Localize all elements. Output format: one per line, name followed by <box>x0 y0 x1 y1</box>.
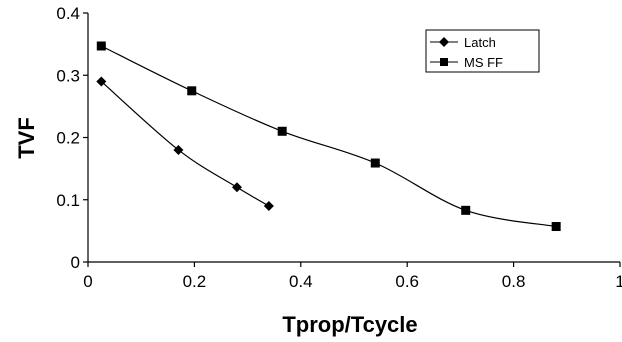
data-point-ms-ff <box>370 158 380 168</box>
y-tick-label: 0.2 <box>56 129 80 148</box>
series-layer <box>96 41 561 232</box>
y-tick-label: 0 <box>71 253 80 272</box>
data-point-ms-ff <box>277 126 287 136</box>
x-tick-label: 0.8 <box>502 272 526 291</box>
data-point-ms-ff <box>461 205 471 215</box>
data-point-latch <box>231 182 242 193</box>
x-tick-label: 0 <box>83 272 92 291</box>
x-tick-label: 0.6 <box>395 272 419 291</box>
y-tick-label: 0.3 <box>56 66 80 85</box>
series-latch <box>96 76 274 211</box>
y-tick-labels: 0 0.1 0.2 0.3 0.4 <box>56 4 80 272</box>
data-point-ms-ff <box>551 222 561 232</box>
series-ms-ff <box>96 41 561 232</box>
data-point-latch <box>263 200 274 211</box>
legend-label-ms-ff: MS FF <box>464 55 503 70</box>
legend-label-latch: Latch <box>464 35 496 50</box>
legend-marker-latch <box>439 37 449 47</box>
legend: Latch MS FF <box>425 29 540 73</box>
x-tick-label: 0.4 <box>289 272 313 291</box>
data-point-ms-ff <box>187 86 197 96</box>
y-axis-title: TVF <box>14 117 39 159</box>
legend-item-latch: Latch <box>430 35 496 50</box>
series-line-latch <box>100 81 270 207</box>
data-point-ms-ff <box>96 41 106 51</box>
series-line-ms-ff <box>101 45 557 228</box>
x-tick-label: 0.2 <box>183 272 207 291</box>
x-tick-labels: 0 0.2 0.4 0.6 0.8 1 <box>83 272 622 291</box>
y-tick-label: 0.1 <box>56 191 80 210</box>
data-point-latch <box>173 144 184 155</box>
legend-marker-ms-ff <box>440 58 448 66</box>
x-axis-title: Tprop/Tcycle <box>282 312 417 337</box>
x-tick-label: 1 <box>615 272 622 291</box>
plot-axes <box>83 12 621 267</box>
y-tick-label: 0.4 <box>56 4 80 23</box>
legend-item-ms-ff: MS FF <box>430 55 503 70</box>
data-point-latch <box>96 76 107 87</box>
